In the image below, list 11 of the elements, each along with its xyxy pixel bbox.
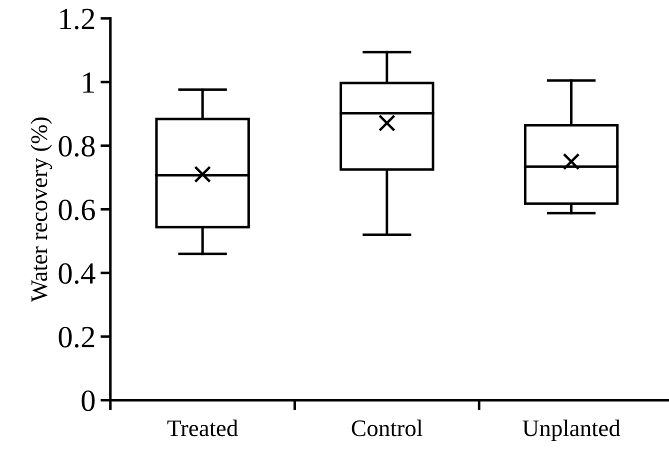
- y-tick-label: 0.8: [58, 136, 95, 157]
- y-tick-label: 0.6: [58, 200, 95, 220]
- y-axis-title: Water recovery (%): [30, 118, 52, 302]
- x-tick-label: Treated: [167, 420, 238, 436]
- y-tick-label: 1.2: [60, 8, 94, 30]
- y-tick-label: 1: [83, 72, 94, 93]
- y-tick-label: 0.4: [58, 263, 96, 284]
- y-tick-label: 0: [82, 390, 95, 412]
- y-tick-label: 0.2: [58, 326, 94, 348]
- x-tick-label: Control: [352, 420, 423, 436]
- x-tick-label: Unplanted: [522, 420, 620, 442]
